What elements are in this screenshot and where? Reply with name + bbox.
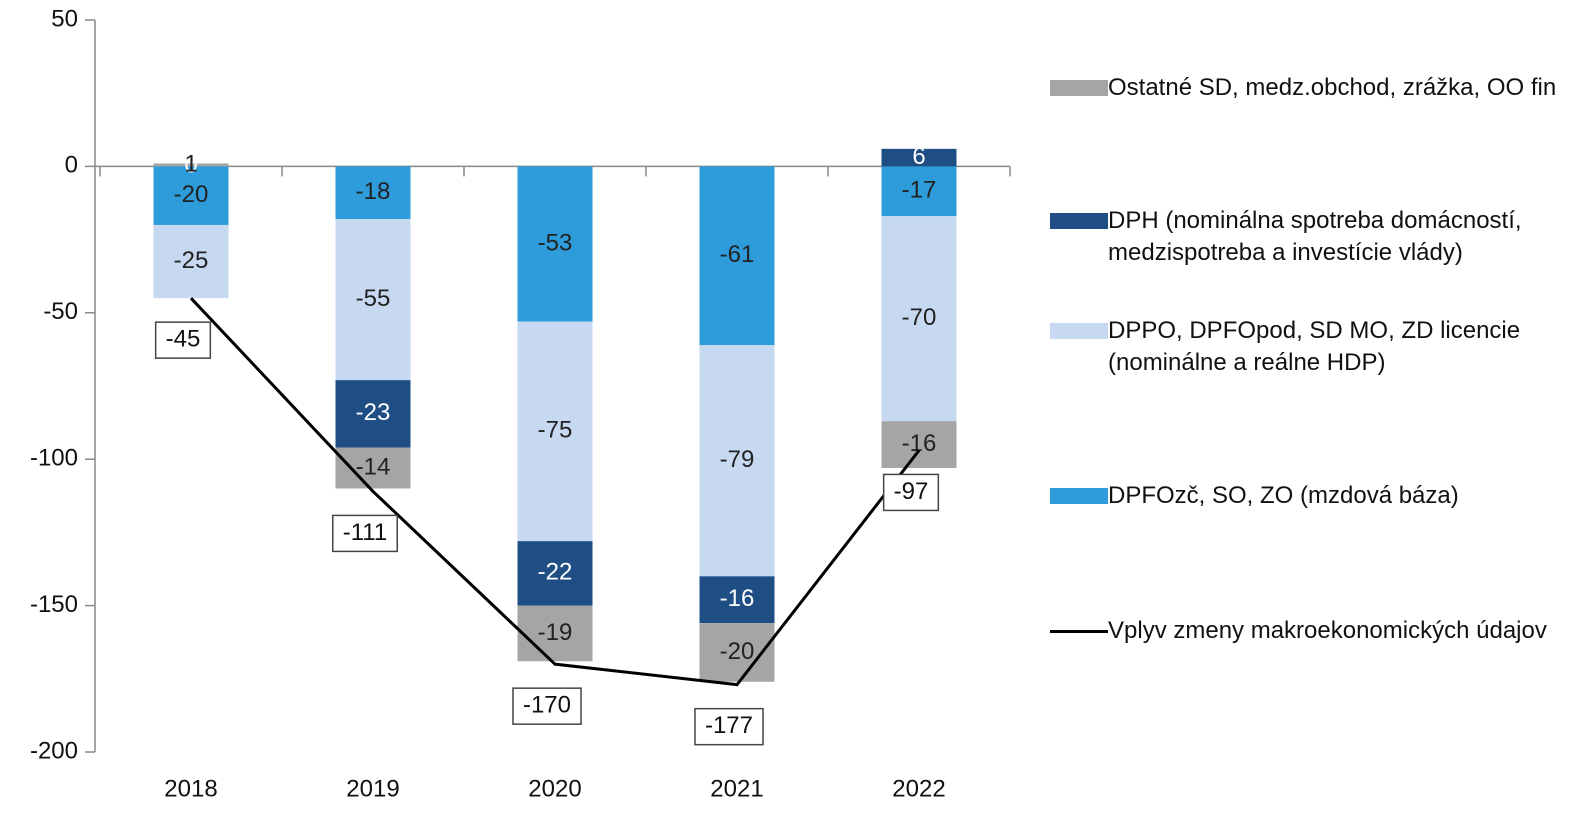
line (189, 297, 921, 687)
y-tick-label: 0 (65, 152, 78, 179)
legend-swatch (1050, 80, 1108, 96)
legend-entry: Ostatné SD, medz.obchod, zrážka, OO fin (1050, 72, 1570, 104)
bar-segment (153, 166, 229, 225)
total-label-box (882, 473, 940, 512)
total-label: -111 (343, 519, 387, 546)
bar-segment (881, 166, 957, 217)
data-label: 1 (184, 150, 197, 177)
bar-segment (881, 148, 957, 167)
x-tick-label: 2022 (892, 775, 945, 802)
x-tick-label: 2019 (346, 775, 399, 802)
x-tick-label: 2021 (710, 775, 763, 802)
legend-entry: Vplyv zmeny makroekonomických údajov (1050, 615, 1570, 647)
x-tick-label: 2020 (528, 775, 581, 802)
data-label: -53 (538, 229, 573, 256)
data-label: -25 (174, 247, 209, 274)
legend-swatch (1050, 630, 1108, 633)
legend-label: DPPO, DPFOpod, SD MO, ZD licencie (nomin… (1108, 317, 1521, 376)
bar-segment (517, 166, 593, 322)
y-tick-label: -100 (30, 445, 78, 472)
legend-label: DPFOzč, SO, ZO (mzdová báza) (1108, 482, 1459, 509)
data-label: 0 (184, 152, 197, 179)
legend-entry: DPPO, DPFOpod, SD MO, ZD licencie (nomin… (1050, 315, 1570, 379)
total-label-box (694, 707, 764, 746)
total-label: -170 (523, 692, 571, 719)
data-label: -61 (720, 241, 755, 268)
bar-segment (517, 541, 593, 606)
data-label: -55 (356, 285, 391, 312)
bar-segment (699, 166, 775, 346)
data-label: -14 (356, 453, 391, 480)
legend-swatch (1050, 213, 1108, 229)
legend-entry: DPFOzč, SO, ZO (mzdová báza) (1050, 480, 1570, 512)
total-label: -97 (894, 478, 929, 505)
bar-segment (335, 447, 411, 489)
total-label: -177 (705, 712, 753, 739)
y-tick-label: 50 (51, 5, 78, 32)
bar-segment (699, 345, 775, 577)
data-label: -20 (174, 181, 209, 208)
total-label-box (154, 321, 212, 359)
bar-segment (335, 166, 411, 220)
data-label: 6 (912, 143, 925, 170)
bar-segment (517, 321, 593, 542)
data-label: -20 (720, 638, 755, 665)
legend-entry: DPH (nominálna spotreba domácností, medz… (1050, 205, 1570, 269)
data-label: -17 (902, 177, 937, 204)
bar-segment (881, 216, 957, 422)
y-tick-label: -200 (30, 737, 78, 764)
bar-segment (153, 224, 229, 299)
bar-segment (699, 576, 775, 624)
bar-segment (517, 605, 593, 662)
data-label: -75 (538, 417, 573, 444)
total-label-box (512, 687, 582, 725)
data-label: -22 (538, 559, 573, 586)
x-tick-label: 2018 (164, 775, 217, 802)
legend-label: Ostatné SD, medz.obchod, zrážka, OO fin (1108, 74, 1557, 101)
bar-segment (335, 380, 411, 448)
data-label: -79 (720, 446, 755, 473)
data-label: -18 (356, 178, 391, 205)
legend-swatch (1050, 488, 1108, 504)
bar-segment (881, 421, 957, 468)
bar-segment (153, 163, 229, 167)
data-label: -70 (902, 304, 937, 331)
data-label: -23 (356, 399, 391, 426)
legend-label: Vplyv zmeny makroekonomických údajov (1108, 617, 1547, 644)
y-tick-label: -150 (30, 591, 78, 618)
data-label: -19 (538, 619, 573, 646)
total-label: -45 (166, 326, 201, 353)
data-label: -16 (720, 585, 755, 612)
legend-swatch (1050, 323, 1108, 339)
y-tick-label: -50 (43, 298, 78, 325)
total-label-box (332, 514, 398, 553)
legend-label: DPH (nominálna spotreba domácností, medz… (1108, 207, 1522, 266)
bar-segment (335, 219, 411, 381)
